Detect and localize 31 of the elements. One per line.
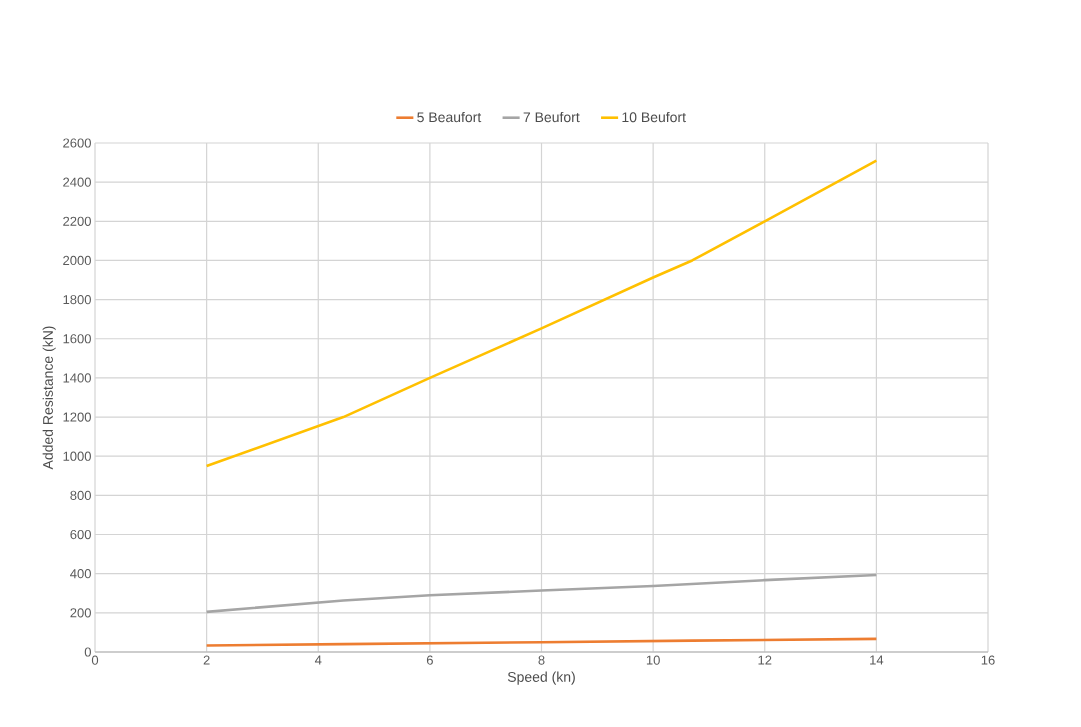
legend-label: 10 Beufort [622,111,686,123]
x-tick-label: 8 [538,655,545,665]
y-tick-label: 1400 [63,373,91,383]
x-tick-label: 12 [758,655,772,665]
y-tick-label: 1000 [63,451,91,461]
y-tick-label: 200 [70,608,91,618]
line-series [205,637,878,647]
y-tick-label: 2000 [63,255,91,266]
legend-label: 5 Beaufort [417,111,482,123]
legend-label: 7 Beufort [523,111,580,123]
x-tick-label: 16 [981,655,995,665]
x-tick-label: 4 [314,655,322,665]
y-tick-label: 800 [70,490,91,500]
y-tick-label: 2600 [63,138,91,148]
y-tick-label: 1200 [63,412,91,422]
y-tick-label: 400 [70,569,91,579]
y-tick-label: 2400 [63,177,91,187]
y-tick-label: 1800 [63,295,91,305]
y-axis-title: Added Resistance (kN) [42,326,56,470]
x-tick-label: 2 [203,655,210,665]
y-tick-label: 2200 [63,216,91,226]
x-tick-label: 0 [91,655,99,665]
x-tick-label: 14 [870,655,884,665]
line-series [205,573,878,614]
y-tick-label: 0 [84,647,91,657]
x-tick-label: 10 [646,655,660,665]
y-tick-label: 600 [70,529,91,540]
x-axis-title: Speed (kn) [507,671,575,685]
y-tick-label: 1600 [63,334,91,344]
line-series [205,159,878,468]
x-tick-label: 6 [426,655,433,665]
